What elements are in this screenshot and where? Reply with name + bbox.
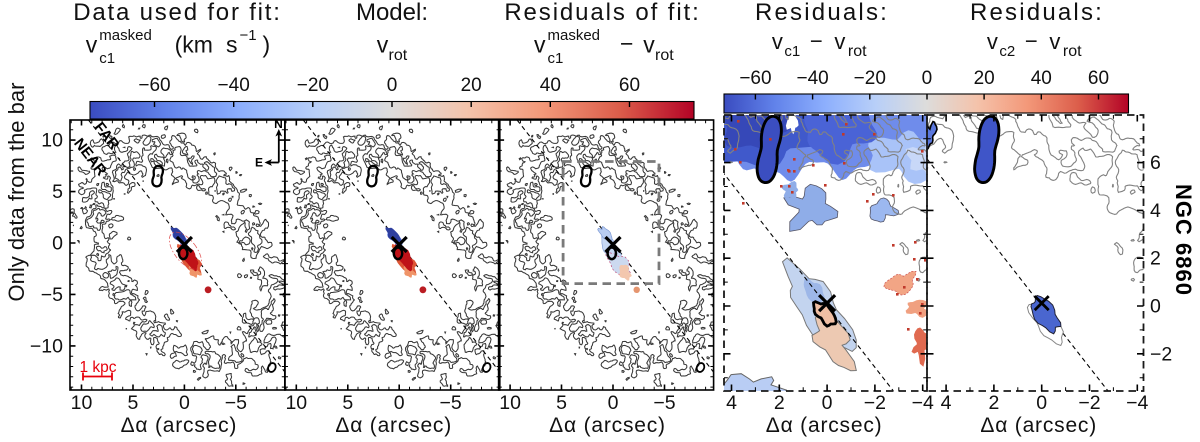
- svg-text:c2: c2: [999, 43, 1015, 60]
- svg-text:Model:: Model:: [356, 0, 428, 26]
- svg-text:60: 60: [1088, 68, 1109, 89]
- svg-text:4: 4: [1150, 200, 1161, 222]
- svg-text:s: s: [226, 32, 238, 58]
- svg-text:v: v: [377, 32, 389, 58]
- svg-text:v: v: [643, 32, 655, 58]
- svg-text:5: 5: [342, 392, 353, 414]
- svg-text:40: 40: [540, 75, 561, 96]
- svg-text:Δα (arcsec): Δα (arcsec): [766, 414, 883, 437]
- svg-text:0: 0: [52, 233, 63, 255]
- svg-text:v: v: [86, 32, 98, 58]
- svg-text:v: v: [1049, 29, 1060, 54]
- svg-text:6: 6: [1150, 152, 1161, 174]
- svg-text:20: 20: [974, 68, 995, 89]
- svg-text:−: −: [620, 31, 633, 57]
- svg-text:Residuals:: Residuals:: [755, 0, 889, 26]
- svg-text:5: 5: [52, 181, 63, 203]
- svg-text:4: 4: [941, 392, 952, 414]
- svg-text:NGC 6860: NGC 6860: [1171, 184, 1196, 296]
- svg-text:−: −: [810, 28, 823, 53]
- svg-text:5: 5: [556, 392, 567, 414]
- svg-text:10: 10: [71, 392, 93, 414]
- svg-text:0: 0: [394, 392, 405, 414]
- svg-text:0: 0: [1036, 392, 1047, 414]
- svg-text:60: 60: [619, 75, 640, 96]
- svg-text:): ): [263, 32, 271, 58]
- svg-text:10: 10: [499, 392, 521, 414]
- svg-text:2: 2: [1150, 248, 1161, 270]
- svg-text:−5: −5: [41, 284, 63, 306]
- svg-text:−5: −5: [653, 392, 675, 414]
- svg-text:c1: c1: [548, 50, 564, 67]
- svg-text:v: v: [834, 29, 845, 54]
- svg-text:10: 10: [285, 392, 307, 414]
- svg-text:Residuals of fit:: Residuals of fit:: [504, 0, 700, 26]
- svg-text:Data used for fit:: Data used for fit:: [73, 0, 282, 26]
- svg-text:−10: −10: [30, 335, 63, 357]
- svg-text:(km: (km: [175, 32, 213, 58]
- svg-text:v: v: [534, 32, 546, 58]
- svg-text:−2: −2: [1078, 392, 1100, 414]
- svg-text:0: 0: [179, 392, 190, 414]
- svg-text:−2: −2: [1150, 343, 1172, 365]
- svg-text:−60: −60: [138, 75, 170, 96]
- svg-text:E: E: [255, 156, 263, 170]
- svg-text:−40: −40: [218, 75, 250, 96]
- svg-text:20: 20: [461, 75, 482, 96]
- svg-text:4: 4: [726, 392, 737, 414]
- svg-text:0: 0: [822, 392, 833, 414]
- svg-text:−4: −4: [912, 392, 934, 414]
- svg-text:c1: c1: [99, 50, 115, 67]
- svg-text:masked: masked: [548, 27, 601, 44]
- svg-text:c1: c1: [784, 43, 800, 60]
- svg-text:Only data from the bar: Only data from the bar: [4, 83, 29, 302]
- svg-text:1 kpc: 1 kpc: [79, 359, 116, 376]
- svg-text:0: 0: [922, 68, 933, 89]
- svg-text:−40: −40: [797, 68, 829, 89]
- svg-text:−5: −5: [225, 392, 247, 414]
- svg-text:Δα (arcsec): Δα (arcsec): [549, 414, 666, 437]
- svg-text:N: N: [274, 117, 283, 131]
- svg-text:Δα (arcsec): Δα (arcsec): [121, 414, 238, 437]
- svg-text:−4: −4: [1126, 392, 1148, 414]
- svg-text:masked: masked: [99, 27, 152, 44]
- svg-text:−2: −2: [864, 392, 886, 414]
- svg-text:5: 5: [128, 392, 139, 414]
- svg-text:−: −: [1025, 28, 1038, 53]
- svg-text:Residuals:: Residuals:: [970, 0, 1104, 26]
- svg-text:−1: −1: [240, 27, 257, 44]
- svg-text:10: 10: [41, 130, 63, 152]
- svg-text:40: 40: [1031, 68, 1052, 89]
- svg-text:0: 0: [387, 75, 398, 96]
- svg-text:v: v: [987, 29, 998, 54]
- svg-text:2: 2: [988, 392, 999, 414]
- svg-text:−5: −5: [440, 392, 462, 414]
- svg-text:rot: rot: [1063, 43, 1082, 60]
- svg-text:2: 2: [774, 392, 785, 414]
- svg-text:Δα (arcsec): Δα (arcsec): [980, 414, 1097, 437]
- svg-text:Δα (arcsec): Δα (arcsec): [335, 414, 452, 437]
- svg-text:0: 0: [608, 392, 619, 414]
- svg-text:−20: −20: [854, 68, 886, 89]
- svg-text:v: v: [772, 29, 783, 54]
- svg-text:rot: rot: [848, 43, 867, 60]
- svg-text:rot: rot: [655, 47, 674, 64]
- svg-text:rot: rot: [389, 47, 408, 64]
- svg-text:−20: −20: [297, 75, 329, 96]
- svg-text:−60: −60: [739, 68, 771, 89]
- svg-text:0: 0: [1150, 296, 1161, 318]
